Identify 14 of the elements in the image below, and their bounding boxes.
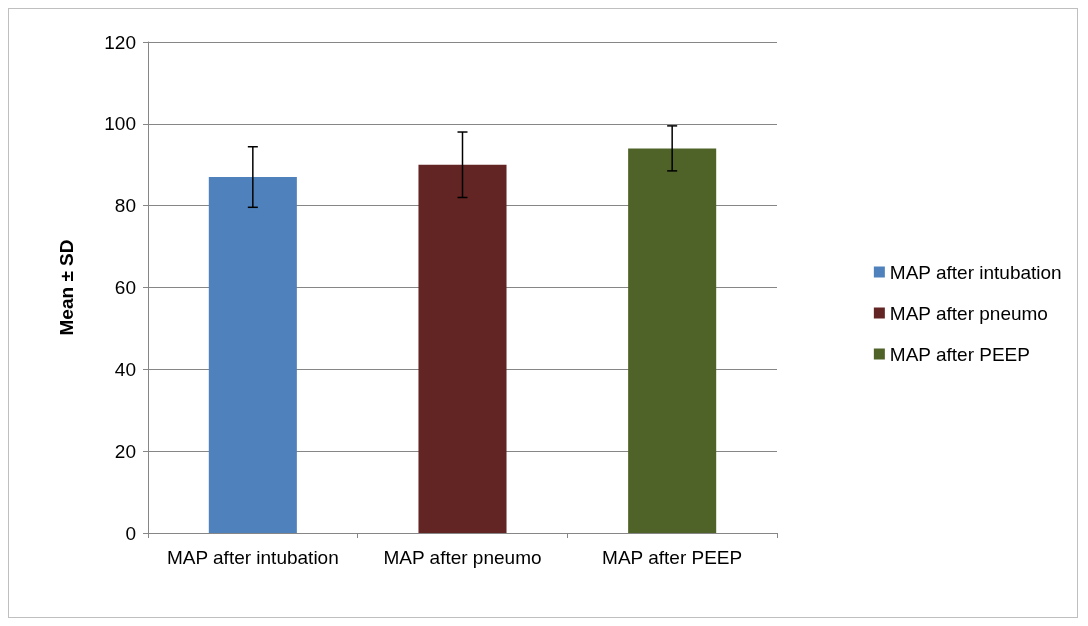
y-tick-label: 20 [114,440,136,462]
y-axis-title: Mean ± SD [56,239,77,336]
y-tick-label: 0 [125,522,136,544]
y-tick-label: 40 [114,358,136,380]
legend-label: MAP after intubation [889,261,1062,283]
x-tick-label: MAP after pneumo [383,546,542,568]
x-tick-label: MAP after intubation [166,546,339,568]
legend-label: MAP after PEEP [889,343,1030,365]
x-tick-label: MAP after PEEP [602,546,743,568]
legend-label: MAP after pneumo [889,302,1048,324]
y-tick-label: 120 [104,31,136,53]
y-tick-label: 80 [114,195,136,217]
y-tick-label: 100 [104,113,136,135]
y-tick-label: 60 [114,277,136,298]
